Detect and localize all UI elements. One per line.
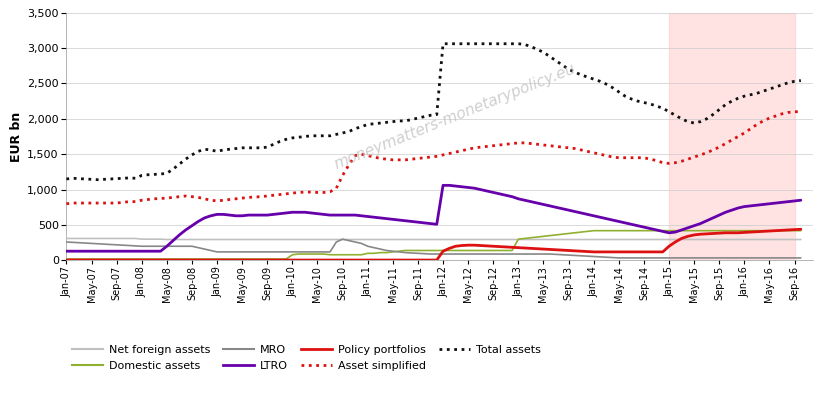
Legend: Net foreign assets, Domestic assets, MRO, LTRO, Policy portfolios, Asset simplif: Net foreign assets, Domestic assets, MRO… — [72, 345, 541, 371]
Bar — [669, 13, 794, 260]
Text: moneymatters-monetarypolicy.eu: moneymatters-monetarypolicy.eu — [332, 61, 578, 172]
Y-axis label: EUR bn: EUR bn — [10, 111, 23, 162]
